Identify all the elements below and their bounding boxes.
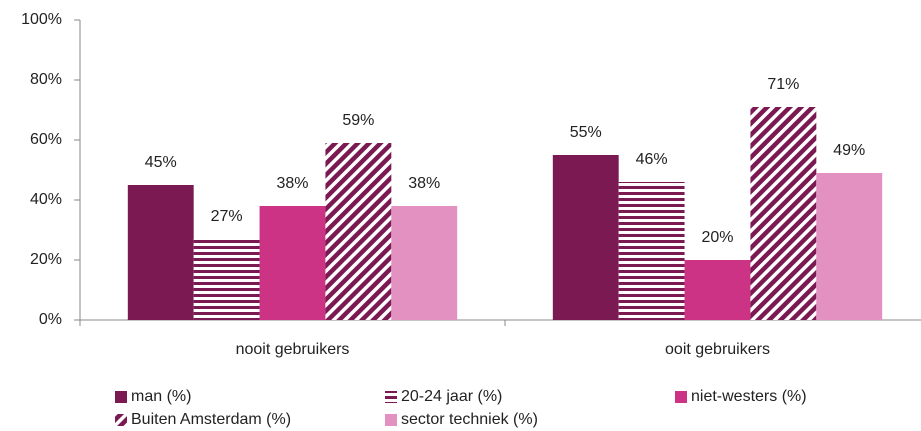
legend-label: niet-westers (%) <box>691 388 807 405</box>
value-label: 49% <box>833 142 865 159</box>
x-tick-label: ooit gebruikers <box>665 341 770 358</box>
value-label: 71% <box>767 76 799 93</box>
bar <box>618 182 685 320</box>
x-tick-label: nooit gebruikers <box>236 341 350 358</box>
legend-swatch <box>385 391 397 403</box>
legend-swatch <box>385 414 397 426</box>
legend-swatch <box>115 414 127 426</box>
value-label: 20% <box>701 229 733 246</box>
legend-label: sector techniek (%) <box>401 411 538 428</box>
legend-label: man (%) <box>131 388 191 405</box>
bar <box>325 143 392 320</box>
value-label: 27% <box>211 208 243 225</box>
bar <box>684 260 751 320</box>
bar <box>552 155 619 320</box>
y-tick-label: 20% <box>30 251 62 268</box>
bar <box>193 239 260 320</box>
value-label: 46% <box>636 151 668 168</box>
legend-swatch <box>675 391 687 403</box>
legend-swatch <box>115 391 127 403</box>
bar <box>391 206 458 320</box>
y-tick-label: 100% <box>21 11 62 28</box>
y-tick-label: 0% <box>39 311 62 328</box>
legend-label: Buiten Amsterdam (%) <box>131 411 291 428</box>
value-label: 59% <box>342 112 374 129</box>
y-tick-label: 60% <box>30 131 62 148</box>
bar <box>816 173 883 320</box>
bar <box>750 107 817 320</box>
bar <box>127 185 194 320</box>
legend-label: 20-24 jaar (%) <box>401 388 502 405</box>
value-label: 55% <box>570 124 602 141</box>
y-tick-label: 80% <box>30 71 62 88</box>
y-tick-label: 40% <box>30 191 62 208</box>
bar <box>259 206 326 320</box>
value-label: 38% <box>408 175 440 192</box>
value-label: 45% <box>145 154 177 171</box>
value-label: 38% <box>276 175 308 192</box>
